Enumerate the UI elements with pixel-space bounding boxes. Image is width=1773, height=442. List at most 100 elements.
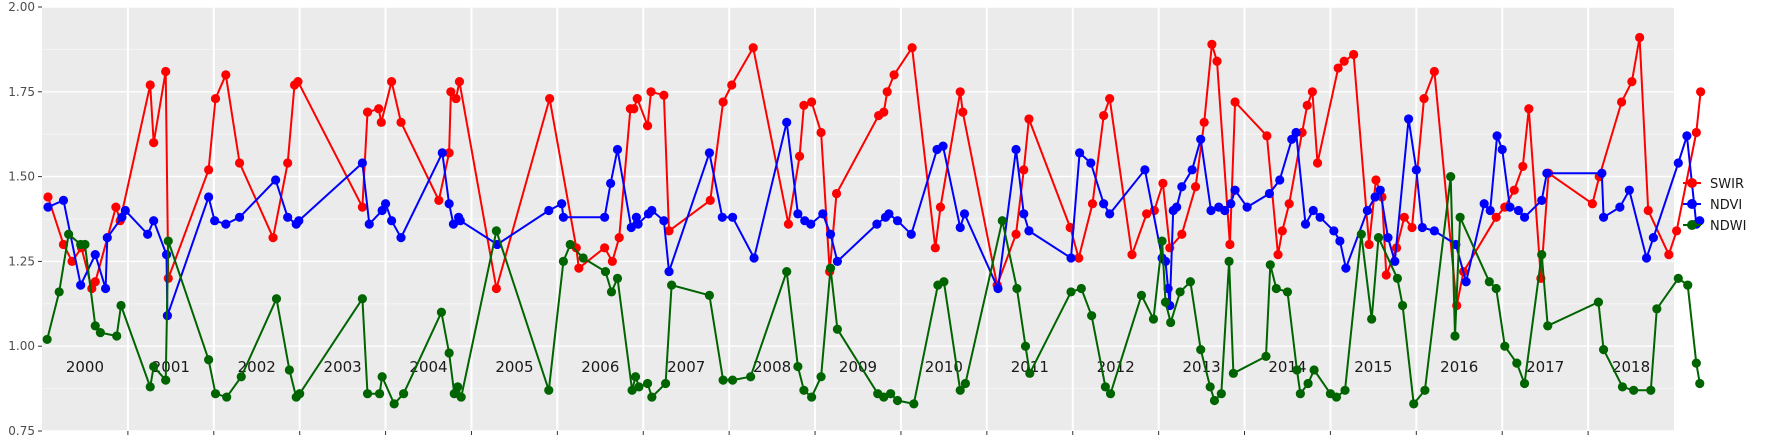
data-point-ndwi (1397, 300, 1408, 311)
data-point-ndwi (558, 256, 568, 266)
data-point-swir (799, 100, 809, 110)
data-point-ndwi (95, 328, 106, 338)
data-point-ndvi (626, 222, 636, 233)
data-point-ndvi (1375, 185, 1385, 195)
data-point-swir (1429, 66, 1439, 77)
year-label: 2016 (1440, 358, 1478, 376)
data-point-ndwi (886, 389, 896, 399)
year-label: 2001 (152, 358, 190, 376)
data-point-swir (705, 195, 715, 205)
data-point-swir (727, 80, 737, 90)
year-label: 2012 (1097, 358, 1135, 376)
legend-item-swir: SWIR (1683, 177, 1744, 192)
data-point-ndwi (1087, 311, 1097, 321)
data-point-ndwi (1455, 212, 1465, 222)
data-point-ndvi (455, 216, 465, 226)
series-ndwi (42, 172, 1705, 409)
x-axis-ticks (127, 431, 1589, 435)
data-point-swir (1587, 199, 1597, 209)
data-point-ndwi (1673, 273, 1683, 283)
data-point-ndwi (1160, 297, 1171, 307)
data-point-ndwi (642, 378, 653, 389)
major-gridlines (42, 6, 1674, 432)
data-point-ndwi (600, 266, 611, 277)
y-axis: 0.75 1.00 1.25 1.50 1.75 2.00 (8, 0, 42, 438)
data-point-swir (283, 158, 293, 168)
y-tick-label: 2.00 (8, 0, 35, 14)
legend-item-ndwi: NDWI (1683, 219, 1746, 234)
data-point-ndvi (1341, 263, 1351, 273)
data-point-ndwi (491, 226, 501, 236)
data-point-ndwi (456, 392, 466, 402)
data-point-swir (659, 90, 669, 100)
data-point-ndwi (116, 300, 126, 311)
data-point-ndwi (1356, 229, 1366, 239)
data-point-ndwi (1491, 283, 1501, 294)
data-point-ndwi (1148, 314, 1159, 324)
data-point-swir (935, 202, 946, 212)
y-tick-label: 1.50 (8, 170, 35, 184)
data-point-swir (646, 87, 656, 97)
data-point-ndwi (544, 385, 554, 395)
data-point-ndwi (284, 365, 294, 375)
legend-label: NDWI (1710, 219, 1746, 234)
data-point-ndvi (444, 199, 454, 209)
data-point-ndvi (357, 158, 367, 168)
data-point-swir (1212, 56, 1222, 66)
data-point-ndvi (892, 216, 903, 226)
data-point-ndwi (54, 287, 64, 297)
data-point-ndwi (271, 294, 282, 304)
data-point-ndvi (1411, 165, 1421, 175)
data-point-ndwi (909, 399, 919, 409)
data-point-swir (889, 70, 899, 80)
data-point-swir (718, 97, 728, 107)
data-point-ndwi (1537, 250, 1547, 260)
data-point-ndvi (377, 205, 387, 216)
data-point-ndwi (565, 239, 575, 250)
data-point-ndwi (667, 280, 677, 290)
data-point-ndwi (1100, 382, 1110, 392)
data-point-swir (234, 158, 245, 168)
data-point-swir (1284, 199, 1294, 209)
data-point-swir (1158, 178, 1168, 188)
data-point-swir (67, 256, 77, 266)
data-point-ndvi (380, 199, 391, 209)
data-point-swir (454, 77, 465, 87)
data-point-swir (111, 202, 121, 212)
data-point-ndvi (557, 199, 567, 209)
data-point-ndvi (1226, 199, 1236, 209)
year-label: 2000 (66, 358, 104, 376)
data-point-ndwi (1066, 287, 1076, 297)
data-point-swir (1273, 250, 1283, 260)
data-point-ndwi (444, 348, 454, 358)
data-point-swir (376, 117, 386, 127)
data-point-swir (149, 138, 159, 148)
data-point-ndvi (1597, 168, 1607, 178)
data-point-swir (1524, 104, 1534, 114)
data-point-ndwi (236, 372, 246, 382)
data-point-ndwi (436, 307, 447, 317)
data-point-ndwi (960, 378, 970, 389)
data-point-ndwi (163, 236, 173, 246)
data-point-ndwi (357, 294, 367, 304)
data-point-ndwi (1331, 392, 1342, 402)
data-point-ndwi (90, 321, 100, 331)
data-point-ndwi (1295, 389, 1305, 399)
data-point-ndwi (727, 375, 738, 385)
data-point-ndvi (1461, 277, 1471, 287)
data-point-ndvi (600, 212, 610, 222)
data-point-swir (1643, 205, 1653, 216)
data-point-swir (1518, 161, 1528, 172)
data-point-ndvi (1695, 216, 1705, 226)
data-point-swir (1307, 87, 1317, 97)
data-point-ndvi (659, 216, 669, 226)
y-tick-label: 1.75 (8, 85, 35, 99)
data-point-ndvi (612, 144, 623, 155)
data-point-ndwi (1224, 256, 1234, 266)
data-point-swir (1262, 131, 1272, 141)
data-point-ndwi (1196, 344, 1206, 355)
data-point-swir (1664, 250, 1674, 260)
data-point-ndwi (374, 389, 385, 399)
data-point-ndwi (612, 273, 623, 283)
